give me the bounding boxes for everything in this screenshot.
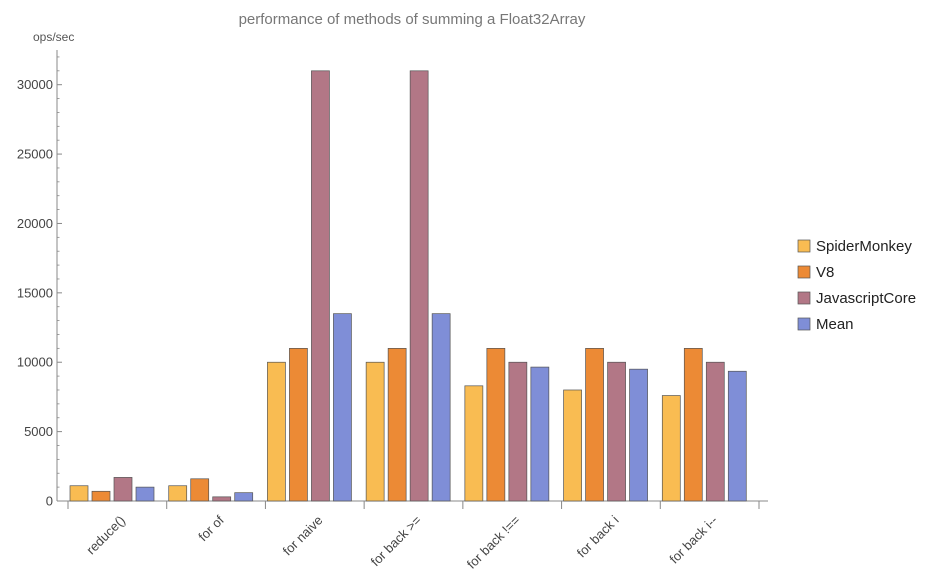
x-tick-label: for of [195, 512, 227, 544]
y-axis-label: ops/sec [33, 30, 74, 44]
bar-spidermonkey-4[interactable] [464, 385, 484, 502]
y-tick-label: 5000 [24, 424, 53, 439]
y-tick-label: 10000 [17, 355, 53, 370]
bar-mean-5[interactable] [629, 368, 648, 502]
bar-javascriptcore-6[interactable] [705, 361, 725, 502]
bar-spidermonkey-0[interactable] [69, 485, 89, 502]
bar-mean-3[interactable] [431, 313, 451, 502]
legend-swatch-v8 [797, 265, 811, 279]
bar-javascriptcore-0[interactable] [113, 477, 133, 502]
legend-label-spidermonkey: SpiderMonkey [816, 238, 912, 255]
bar-spidermonkey-1[interactable] [168, 485, 188, 502]
legend-label-javascriptcore: JavascriptCore [816, 290, 916, 307]
bars [69, 70, 747, 502]
bar-v8-6[interactable] [683, 348, 703, 502]
bar-spidermonkey-2[interactable] [267, 361, 286, 502]
bar-spidermonkey-6[interactable] [661, 395, 681, 502]
y-tick-label: 25000 [17, 147, 53, 162]
x-tick-label: reduce() [83, 513, 128, 558]
y-tick-label: 30000 [17, 77, 53, 92]
legend-swatch-javascriptcore [797, 291, 811, 305]
x-tick-label: for naive [280, 513, 326, 559]
bar-javascriptcore-3[interactable] [409, 70, 429, 502]
bar-v8-4[interactable] [486, 348, 506, 502]
bar-spidermonkey-5[interactable] [563, 389, 582, 502]
x-tick-label: for back >= [368, 513, 425, 570]
bar-mean-1[interactable] [234, 492, 254, 502]
bar-javascriptcore-1[interactable] [212, 496, 232, 502]
y-axis: 0 5000 10000 15000 20000 25000 30000 [17, 50, 62, 509]
bar-mean-6[interactable] [727, 370, 747, 502]
bar-v8-2[interactable] [289, 348, 308, 502]
x-tick-label: for back i [574, 512, 622, 560]
legend-swatch-mean [797, 317, 811, 331]
bar-javascriptcore-5[interactable] [607, 361, 626, 502]
y-tick-label: 15000 [17, 285, 53, 300]
bar-v8-5[interactable] [585, 348, 604, 502]
legend: SpiderMonkey V8 JavascriptCore Mean [797, 238, 916, 333]
x-axis: reduce() for of for naive for back >= for ba… [57, 500, 768, 572]
bar-v8-1[interactable] [190, 478, 210, 502]
bar-mean-0[interactable] [135, 486, 155, 502]
bar-v8-0[interactable] [91, 490, 111, 502]
y-tick-label: 20000 [17, 216, 53, 231]
x-tick-label: for back i-- [666, 513, 720, 567]
legend-label-mean: Mean [816, 316, 854, 333]
bar-javascriptcore-4[interactable] [508, 361, 528, 502]
legend-swatch-spidermonkey [797, 239, 811, 253]
bar-mean-2[interactable] [333, 313, 352, 502]
bar-javascriptcore-2[interactable] [311, 70, 330, 502]
legend-label-v8: V8 [816, 264, 834, 281]
bar-spidermonkey-3[interactable] [365, 361, 385, 502]
bar-v8-3[interactable] [387, 348, 407, 502]
y-tick-label: 0 [46, 494, 53, 509]
x-tick-label: for back !== [464, 513, 523, 571]
bar-mean-4[interactable] [530, 366, 550, 502]
chart-title: performance of methods of summing a Floa… [239, 11, 586, 28]
